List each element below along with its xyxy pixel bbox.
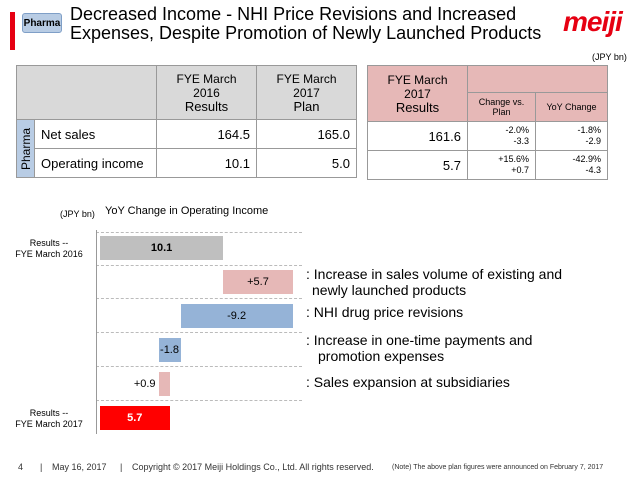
bar-label: 10.1 <box>150 242 173 254</box>
col-fy17-results: FYE March 2017 Results <box>367 65 468 122</box>
desc-sales-volume: : Increase in sales volume of existing a… <box>306 266 563 298</box>
net-sales-fy16: 164.5 <box>156 119 257 149</box>
row-label-operating-income: Operating income <box>34 148 157 178</box>
footer-date: May 16, 2017 <box>52 462 107 472</box>
chart-unit: (JPY bn) <box>60 209 95 219</box>
bar-label: +5.7 <box>247 276 269 288</box>
accent-bar <box>10 12 15 50</box>
grid-line <box>96 332 302 333</box>
desc-one-time: : Increase in one-time payments and promo… <box>306 332 533 364</box>
meiji-logo: meiji <box>563 6 623 37</box>
net-sales-results: 161.6 <box>367 121 468 151</box>
bar-fy16: 10.1 <box>100 236 224 260</box>
oi-plan: 5.0 <box>256 148 357 178</box>
bar-one-time: -1.8 <box>158 338 181 362</box>
segment-label: Pharma <box>16 119 35 178</box>
copyright: Copyright © 2017 Meiji Holdings Co., Ltd… <box>132 462 374 472</box>
results-table-2017: FYE March 2017 Results Change vs. Plan Yo… <box>367 65 608 180</box>
grid-line <box>96 265 302 266</box>
start-label: Results -- FYE March 2016 <box>15 238 83 259</box>
end-label: Results -- FYE March 2017 <box>15 408 83 429</box>
desc-nhi: : NHI drug price revisions <box>306 304 464 320</box>
header-blank <box>16 65 157 120</box>
oi-yoy: -42.9% -4.3 <box>535 150 608 180</box>
grid-line <box>96 298 302 299</box>
col-vs-plan: Change vs. Plan <box>467 92 536 122</box>
title-line-1: Decreased Income - NHI Price Revisions a… <box>70 4 517 24</box>
chart-title: YoY Change in Operating Income <box>105 205 269 217</box>
bar-nhi: -9.2 <box>180 304 293 328</box>
grid-line <box>96 400 302 401</box>
bar-fy17: 5.7 <box>100 406 170 430</box>
net-sales-yoy: -1.8% -2.9 <box>535 121 608 151</box>
col-fy16: FYE March 2016 Results <box>156 65 257 120</box>
results-table: FYE March 2016 Results FYE March 2017 Plan… <box>16 65 357 178</box>
page-title: Decreased Income - NHI Price Revisions a… <box>70 5 590 43</box>
page-number: 4 <box>18 462 24 472</box>
segment-tag: Pharma <box>22 13 62 33</box>
row-label-net-sales: Net sales <box>34 119 157 149</box>
bar-subsidiaries: +0.9 <box>134 372 170 396</box>
bar-label: 5.7 <box>127 412 143 424</box>
oi-vs-plan: +15.6% +0.7 <box>467 150 536 180</box>
grid-line <box>96 366 302 367</box>
table-unit: (JPY bn) <box>592 52 627 62</box>
bar-label: -9.2 <box>227 310 247 322</box>
bar-label: +0.9 <box>133 378 156 390</box>
bar-sales-volume: +5.7 <box>223 270 293 294</box>
net-sales-plan: 165.0 <box>256 119 357 149</box>
title-line-2: Expenses, Despite Promotion of Newly Lau… <box>70 23 542 43</box>
col-yoy: YoY Change <box>535 92 608 122</box>
desc-subsidiaries: : Sales expansion at subsidiaries <box>306 374 510 390</box>
grid-line <box>96 232 302 233</box>
bar-label: -1.8 <box>160 344 179 356</box>
col-fy17-plan: FYE March 2017 Plan <box>256 65 357 120</box>
footer-sep: | <box>40 462 43 472</box>
oi-results: 5.7 <box>367 150 468 180</box>
net-sales-vs-plan: -2.0% -3.3 <box>467 121 536 151</box>
note: (Note) The above plan figures were annou… <box>392 464 604 471</box>
chart-axis <box>96 230 97 434</box>
footer-sep: | <box>120 462 123 472</box>
oi-fy16: 10.1 <box>156 148 257 178</box>
header-blank-right <box>467 65 608 93</box>
